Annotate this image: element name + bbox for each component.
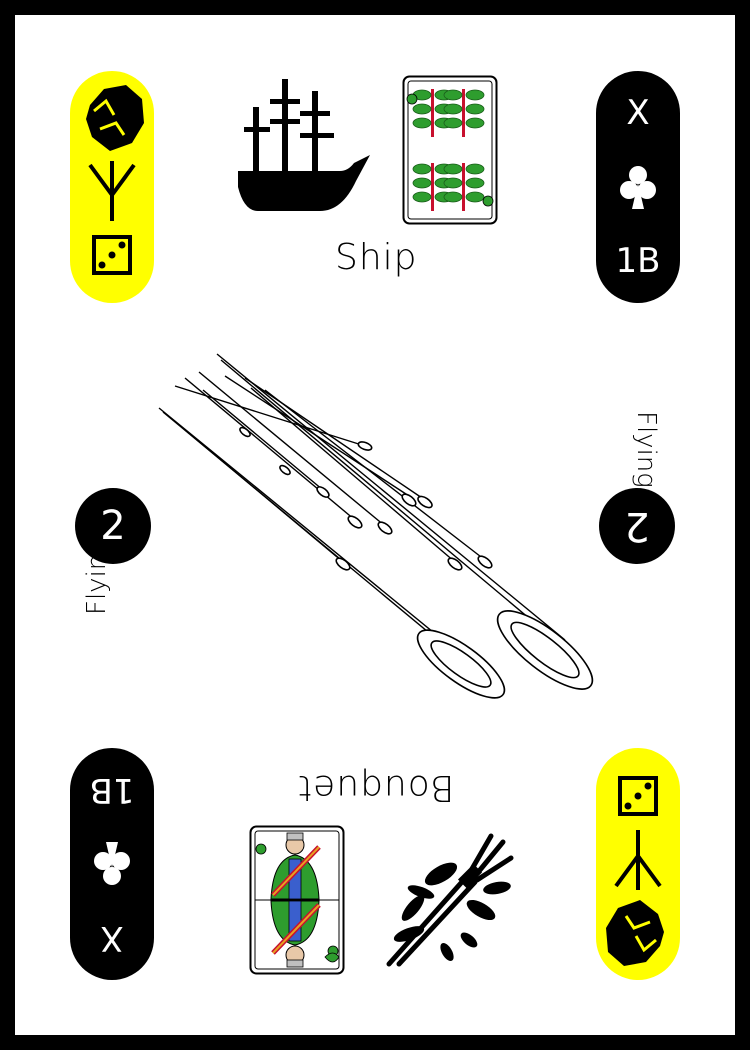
card-code: 1B — [615, 241, 661, 281]
die-three-icon — [618, 776, 658, 816]
left-flying-label: Flying — [82, 538, 112, 615]
ship-icon — [238, 79, 370, 211]
card-code: 1B — [89, 770, 135, 810]
tree-rune-icon — [614, 830, 662, 890]
bouquet-icon — [386, 833, 514, 967]
ten-of-leaves-card — [402, 75, 498, 225]
top-left-symbol-pill — [70, 71, 154, 303]
club-icon — [94, 842, 130, 885]
game-card[interactable]: X 1B — [15, 15, 735, 1035]
king-of-leaves-card — [249, 825, 345, 975]
left-number-badge: 2 — [75, 488, 151, 564]
rock-icon — [86, 85, 144, 151]
bottom-card-title: Bouquet — [297, 767, 455, 808]
roman-numeral: X — [626, 93, 650, 133]
rock-icon — [606, 900, 664, 966]
club-icon — [620, 166, 656, 209]
bottom-right-symbol-pill — [596, 748, 680, 980]
right-flying-label: Flying — [631, 411, 661, 488]
tree-rune-icon — [88, 161, 136, 221]
flying-streaks-icon — [158, 353, 594, 699]
bottom-left-index-pill: X 1B — [70, 748, 154, 980]
top-right-index-pill: X 1B — [596, 71, 680, 303]
die-three-icon — [92, 235, 132, 275]
top-card-title: Ship — [335, 237, 418, 278]
